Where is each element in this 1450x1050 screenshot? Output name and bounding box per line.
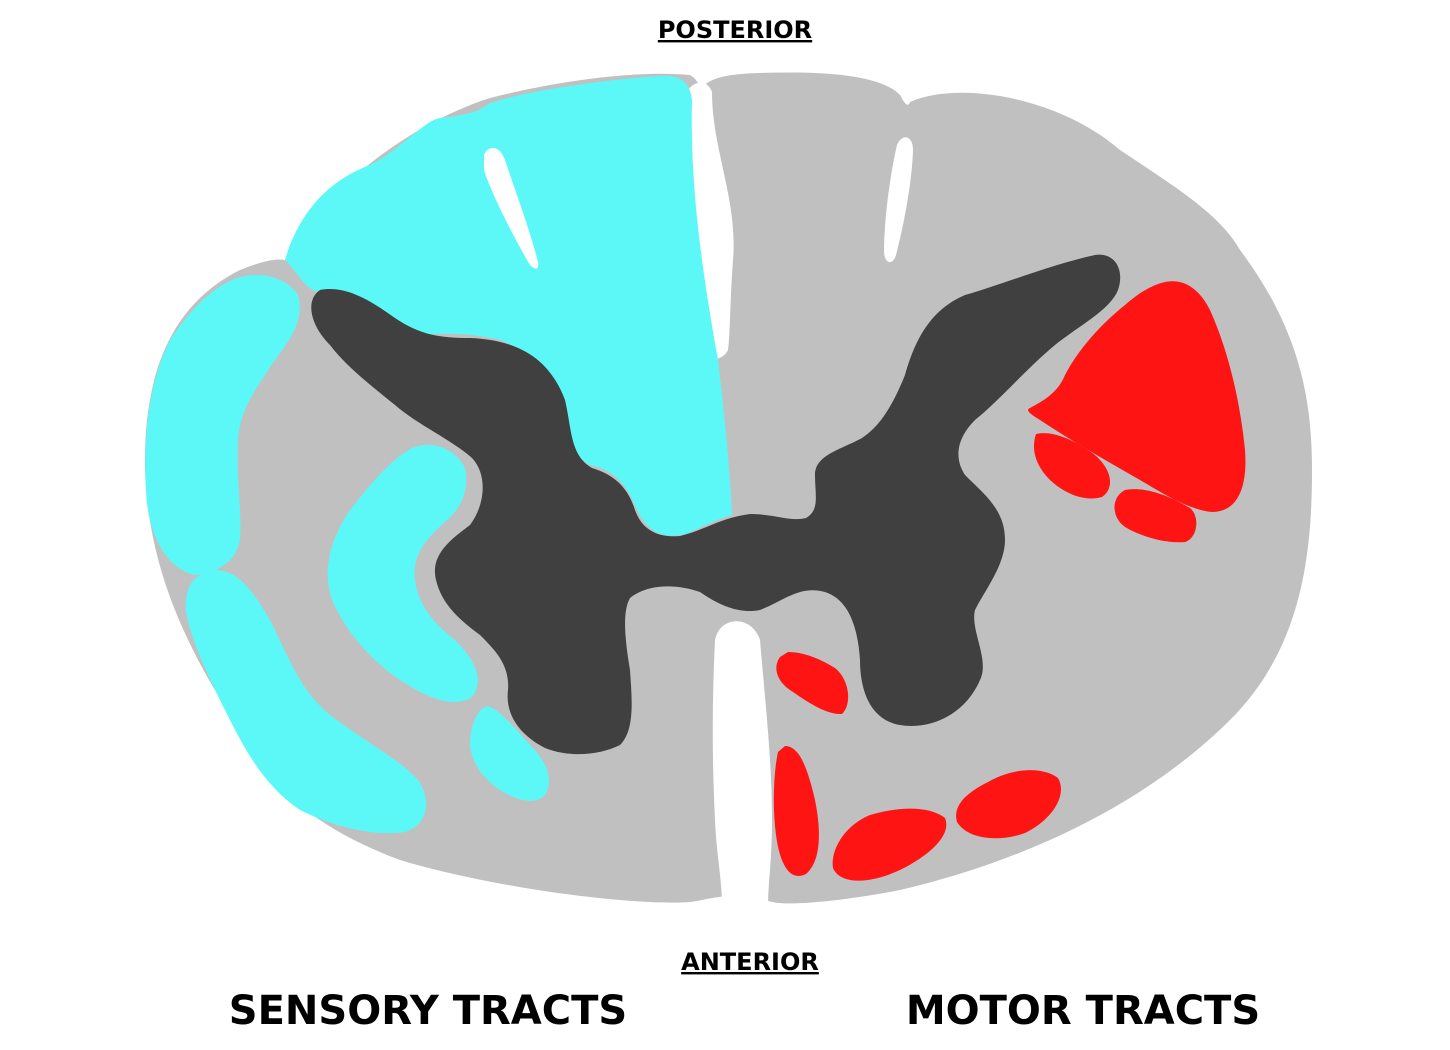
- anterior-label: ANTERIOR: [681, 948, 819, 976]
- posterior-label: POSTERIOR: [658, 16, 812, 44]
- sensory-tracts-label: SENSORY TRACTS: [229, 988, 627, 1034]
- motor-tracts-label: MOTOR TRACTS: [906, 988, 1260, 1034]
